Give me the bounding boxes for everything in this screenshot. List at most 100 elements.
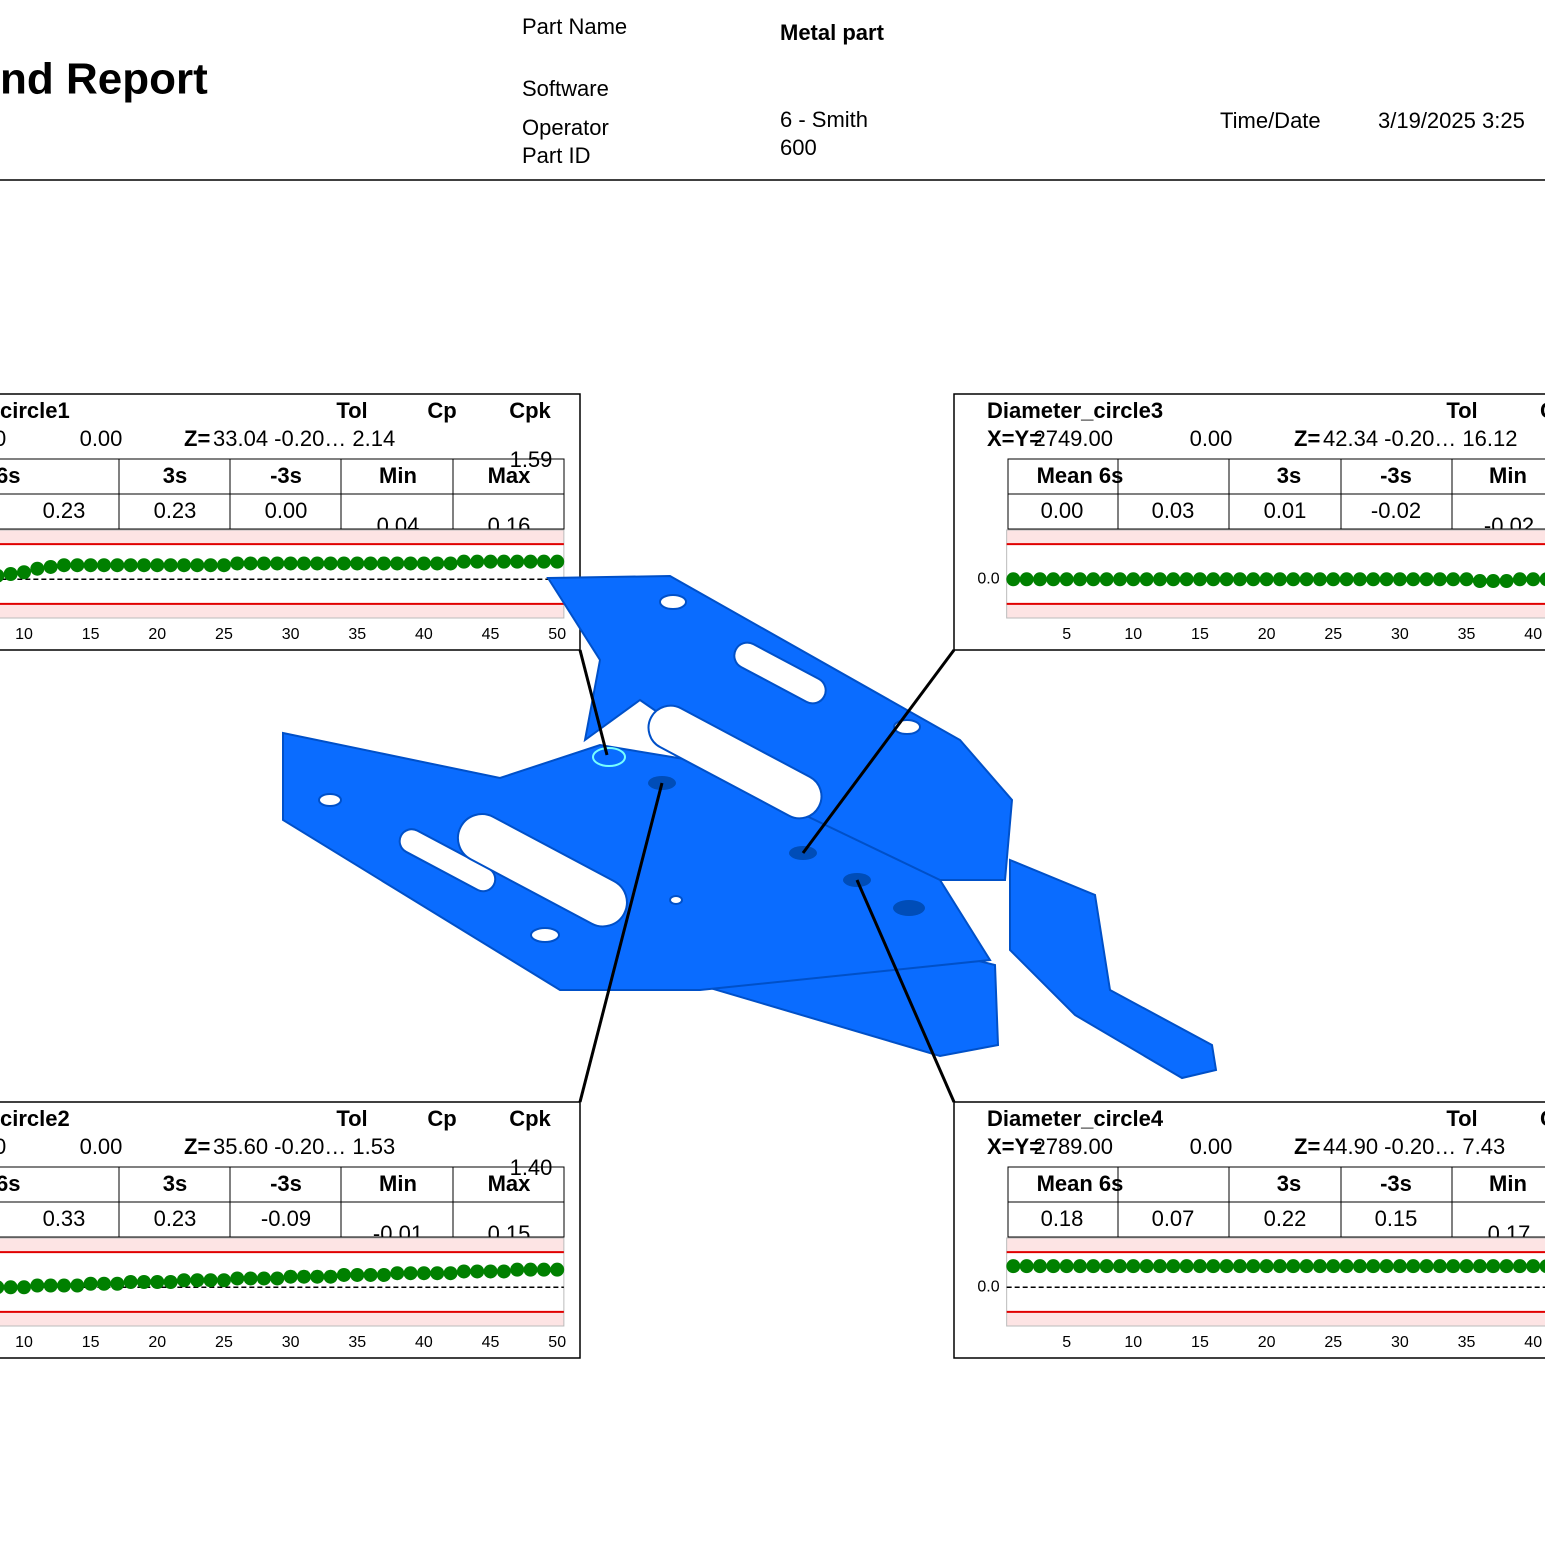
data-point xyxy=(1112,572,1127,587)
data-point xyxy=(296,556,311,571)
data-point xyxy=(523,1262,538,1277)
data-point xyxy=(190,1273,205,1288)
data-point xyxy=(256,1271,271,1286)
data-point xyxy=(1086,1259,1101,1274)
data-point xyxy=(350,556,365,571)
value: Metal part xyxy=(780,20,885,45)
summary-value: 2789.00 xyxy=(1033,1134,1113,1159)
data-point xyxy=(56,1278,71,1293)
table-value: 0.15 xyxy=(1375,1206,1418,1231)
measurement-panel: Diameter_circle4 Tol C X=Y=2789.00 0.00 Z=44.… xyxy=(953,1101,1545,1359)
hole xyxy=(669,895,683,905)
x-tick-label: 35 xyxy=(348,626,366,643)
data-point xyxy=(1486,574,1501,589)
data-point xyxy=(1339,572,1354,587)
data-point xyxy=(1019,1259,1034,1274)
label: Part ID xyxy=(522,143,590,168)
x-tick-label: 25 xyxy=(1324,626,1342,643)
table-header: 3s xyxy=(163,463,187,488)
table-value: 0.22 xyxy=(1264,1206,1307,1231)
panel-title: circle2 xyxy=(0,1106,70,1131)
data-point xyxy=(1299,1259,1314,1274)
x-tick-label: 20 xyxy=(1258,1334,1276,1351)
hole xyxy=(893,900,925,916)
data-point xyxy=(1219,572,1234,587)
data-point xyxy=(1486,1259,1501,1274)
data-point xyxy=(176,558,191,573)
table-value: 0.23 xyxy=(154,498,197,523)
data-point xyxy=(1446,1259,1461,1274)
column-header: C xyxy=(1540,398,1545,423)
x-tick-label: 40 xyxy=(415,1334,433,1351)
summary-value: 42.34 -0.20… 16.12 xyxy=(1323,426,1517,451)
table-header: 6s xyxy=(0,1171,20,1196)
column-header: Cpk xyxy=(509,398,551,423)
x-tick-label: 40 xyxy=(1524,1334,1542,1351)
table-value: 0.18 xyxy=(1041,1206,1084,1231)
summary-value: 44.90 -0.20… 7.43 xyxy=(1323,1134,1505,1159)
data-point xyxy=(1352,1259,1367,1274)
data-point xyxy=(1526,572,1541,587)
data-point xyxy=(1032,572,1047,587)
x-tick-label: 10 xyxy=(1124,1334,1142,1351)
data-point xyxy=(43,1278,58,1293)
x-tick-label: 30 xyxy=(1391,626,1409,643)
data-point xyxy=(1046,572,1061,587)
part-holes xyxy=(318,594,921,943)
data-point xyxy=(1126,1259,1141,1274)
data-point xyxy=(150,1275,165,1289)
data-point xyxy=(243,1271,258,1286)
data-point xyxy=(1152,572,1167,587)
table-header: 3s xyxy=(163,1171,187,1196)
label: Software xyxy=(522,76,609,101)
table-header: Min xyxy=(379,463,417,488)
data-point xyxy=(70,1278,85,1293)
data-point xyxy=(3,1280,18,1295)
data-point xyxy=(1179,572,1194,587)
panel-title: Diameter_circle3 xyxy=(987,398,1163,423)
x-tick-label: 10 xyxy=(15,1334,33,1351)
data-point xyxy=(323,1269,338,1284)
data-point xyxy=(110,1276,125,1291)
column-header: Cp xyxy=(427,398,456,423)
data-point xyxy=(1419,1259,1434,1274)
data-point xyxy=(83,1276,98,1291)
data-point xyxy=(1392,1259,1407,1274)
panel-title: Diameter_circle4 xyxy=(987,1106,1164,1131)
data-point xyxy=(1286,572,1301,587)
data-point xyxy=(43,559,58,574)
slot xyxy=(733,641,827,705)
data-point xyxy=(1432,572,1447,587)
table-header: Max xyxy=(488,463,532,488)
table-value: 0.00 xyxy=(265,498,308,523)
column-header: Tol xyxy=(1446,1106,1477,1131)
data-point xyxy=(1099,1259,1114,1274)
data-point xyxy=(3,567,18,581)
data-point xyxy=(523,554,538,569)
data-point xyxy=(416,556,431,571)
table-value: 0.33 xyxy=(43,1206,86,1231)
column-header: Cp xyxy=(427,1106,456,1131)
data-point xyxy=(536,554,551,569)
data-point xyxy=(1126,572,1141,587)
value: 6 - Smith xyxy=(780,107,868,132)
data-point xyxy=(296,1269,311,1284)
data-point xyxy=(203,1273,218,1288)
data-point xyxy=(1299,572,1314,587)
table-value: 0.23 xyxy=(43,498,86,523)
part-face xyxy=(282,731,992,991)
data-point xyxy=(1206,572,1221,587)
x-tick-label: 25 xyxy=(215,1334,233,1351)
data-point xyxy=(1352,572,1367,587)
data-point xyxy=(510,1262,525,1277)
y-tick-label: 0.0 xyxy=(977,570,999,587)
data-point xyxy=(96,558,111,573)
data-point xyxy=(1059,572,1074,587)
column-header: Tol xyxy=(336,398,367,423)
data-point xyxy=(163,558,178,573)
x-tick-label: 30 xyxy=(282,626,300,643)
data-point xyxy=(56,558,71,573)
data-point xyxy=(1459,1259,1474,1274)
